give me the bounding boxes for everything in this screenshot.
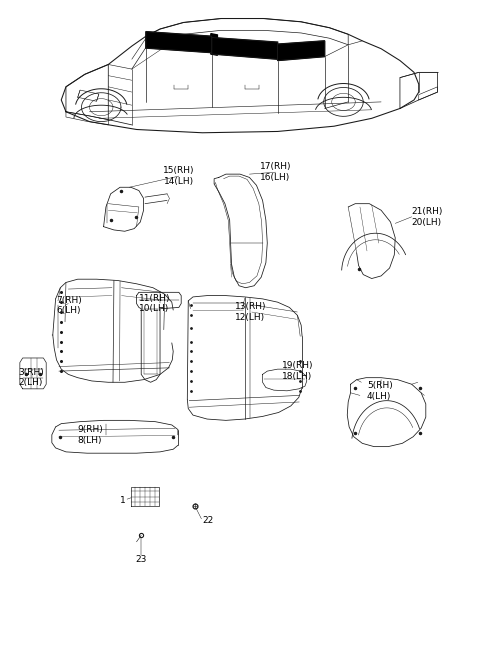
Text: 11(RH)
10(LH): 11(RH) 10(LH) xyxy=(139,293,170,313)
Polygon shape xyxy=(211,34,217,56)
Text: 9(RH)
8(LH): 9(RH) 8(LH) xyxy=(78,425,104,444)
Text: 22: 22 xyxy=(203,516,214,525)
Polygon shape xyxy=(212,38,277,59)
Text: 23: 23 xyxy=(135,555,147,564)
Text: 7(RH)
6(LH): 7(RH) 6(LH) xyxy=(57,295,82,315)
Text: 17(RH)
16(LH): 17(RH) 16(LH) xyxy=(260,162,291,182)
Text: 19(RH)
18(LH): 19(RH) 18(LH) xyxy=(282,361,314,381)
Text: 21(RH)
20(LH): 21(RH) 20(LH) xyxy=(412,207,443,226)
Polygon shape xyxy=(146,31,212,53)
Polygon shape xyxy=(277,41,324,60)
Text: 1: 1 xyxy=(120,496,126,505)
Text: 15(RH)
14(LH): 15(RH) 14(LH) xyxy=(163,166,194,186)
Text: 3(RH)
2(LH): 3(RH) 2(LH) xyxy=(18,368,44,387)
Text: 5(RH)
4(LH): 5(RH) 4(LH) xyxy=(367,381,393,401)
Text: 13(RH)
12(LH): 13(RH) 12(LH) xyxy=(235,302,267,322)
